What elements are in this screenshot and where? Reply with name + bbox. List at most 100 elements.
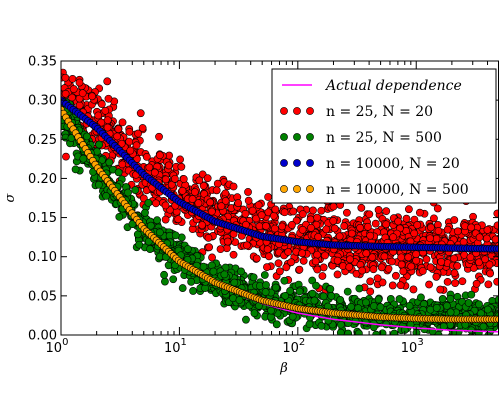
data-point — [313, 213, 322, 222]
data-point — [161, 201, 170, 210]
data-point — [335, 232, 344, 241]
data-point — [481, 255, 489, 264]
data-point — [141, 208, 149, 217]
data-point — [177, 162, 186, 171]
data-point — [79, 154, 88, 163]
data-point — [269, 211, 278, 220]
data-point — [102, 191, 111, 200]
data-point — [190, 188, 199, 196]
data-point — [295, 287, 304, 296]
data-point — [432, 272, 441, 281]
data-point — [235, 296, 244, 304]
data-point — [358, 266, 367, 275]
data-point — [288, 220, 296, 229]
data-point — [330, 224, 339, 233]
data-point — [153, 216, 162, 225]
data-point — [427, 223, 435, 232]
data-point — [278, 222, 286, 231]
data-point — [155, 151, 164, 160]
legend-item: n = 25, N = 20 — [280, 104, 433, 120]
data-point — [382, 220, 390, 229]
data-point — [308, 289, 317, 298]
x-tick-label: 103 — [401, 337, 424, 356]
data-point — [453, 227, 462, 236]
data-point — [144, 198, 153, 207]
data-point — [298, 225, 307, 234]
data-point — [340, 222, 349, 230]
plot-area — [61, 61, 499, 335]
x-axis-label: β — [279, 361, 288, 376]
data-point — [205, 243, 214, 252]
data-point — [466, 253, 475, 262]
data-point — [272, 320, 281, 329]
data-point — [314, 232, 323, 241]
data-point — [254, 201, 263, 209]
data-point — [336, 328, 345, 335]
data-point — [230, 278, 239, 287]
data-point — [203, 174, 212, 183]
data-point — [252, 254, 261, 263]
data-point — [389, 233, 398, 242]
data-point — [274, 259, 283, 268]
data-point — [396, 281, 405, 290]
data-point — [255, 222, 264, 231]
data-point — [126, 146, 135, 155]
legend-item: n = 10000, N = 500 — [280, 182, 469, 198]
data-point — [125, 137, 134, 146]
legend-swatch — [306, 107, 314, 115]
data-point — [155, 132, 163, 141]
data-point — [75, 78, 84, 87]
data-point — [369, 265, 378, 274]
data-point — [412, 256, 421, 265]
data-point — [61, 73, 70, 82]
data-point — [417, 293, 425, 302]
data-point — [407, 262, 416, 271]
data-point — [434, 227, 443, 235]
data-point — [436, 285, 445, 294]
data-point — [69, 85, 78, 93]
data-point — [178, 284, 187, 292]
data-point — [207, 207, 216, 216]
data-point — [426, 234, 434, 243]
data-point — [125, 127, 134, 136]
data-point — [286, 287, 295, 295]
data-point — [333, 270, 342, 279]
data-point — [311, 257, 320, 266]
data-point — [313, 250, 322, 259]
data-point — [234, 199, 243, 207]
data-point — [298, 249, 307, 258]
data-point — [327, 292, 336, 300]
data-point — [366, 277, 375, 286]
data-point — [418, 267, 427, 275]
data-point — [483, 305, 492, 314]
data-point — [264, 193, 273, 201]
data-point — [482, 234, 491, 243]
data-point — [287, 258, 296, 267]
data-point — [88, 92, 96, 101]
data-point — [310, 296, 319, 305]
y-tick-label: 0.35 — [28, 55, 57, 70]
data-point — [479, 322, 488, 331]
legend-swatch — [306, 185, 314, 193]
data-point — [438, 295, 447, 303]
data-point — [263, 245, 272, 254]
data-point — [404, 205, 413, 214]
data-point — [262, 281, 270, 289]
data-point — [132, 141, 141, 150]
data-point — [378, 278, 387, 287]
data-point — [317, 321, 326, 330]
data-point — [161, 277, 169, 286]
data-point — [339, 262, 347, 270]
data-point — [124, 188, 132, 197]
data-point — [169, 275, 178, 284]
data-point — [83, 132, 91, 141]
data-point — [282, 263, 291, 272]
y-tick-label: 0.30 — [28, 94, 57, 109]
data-point — [446, 308, 455, 317]
data-point — [458, 277, 467, 286]
data-point — [103, 123, 112, 132]
data-point — [135, 240, 144, 249]
data-point — [95, 140, 104, 149]
data-point — [430, 214, 438, 223]
data-point — [284, 248, 293, 256]
